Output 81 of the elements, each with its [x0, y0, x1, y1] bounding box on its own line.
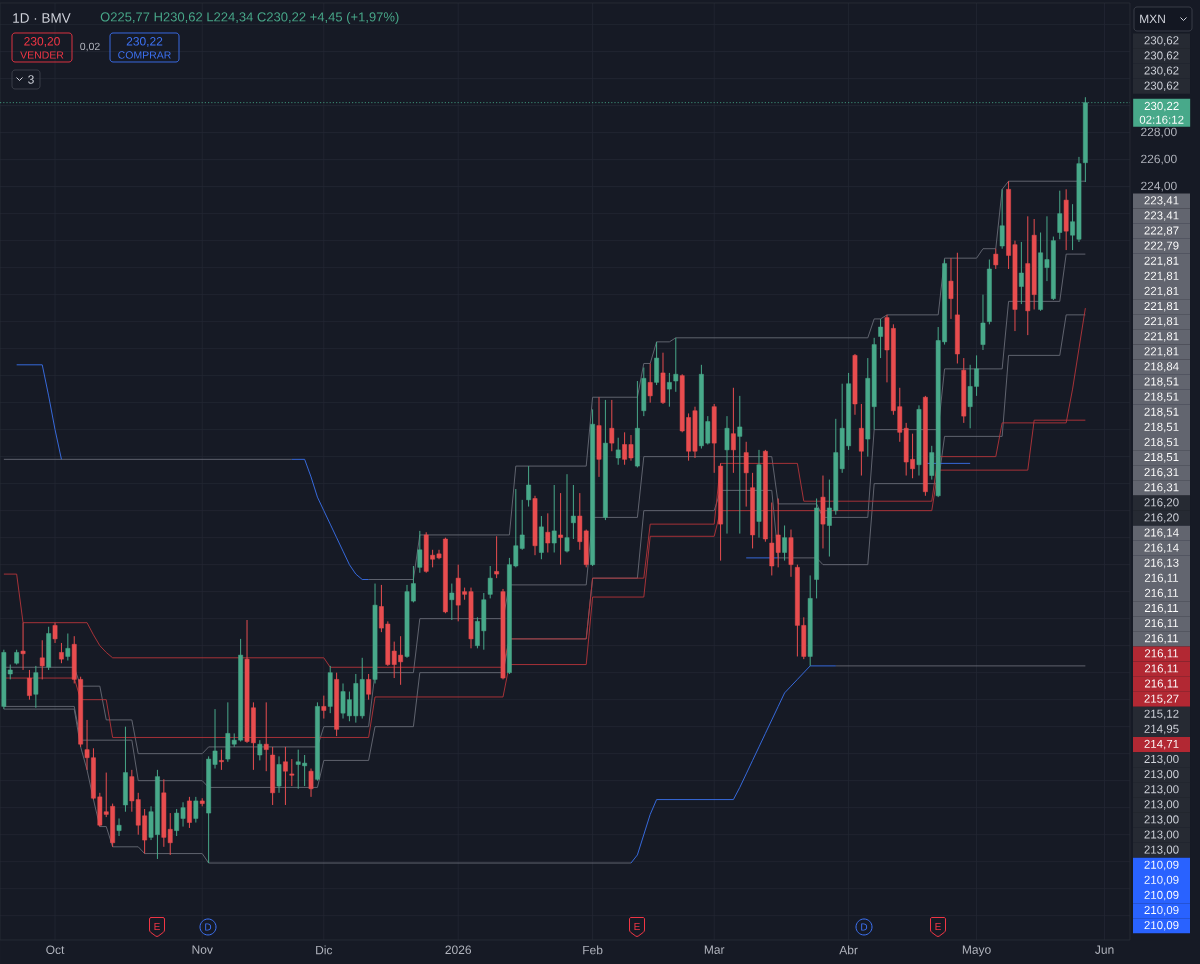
text: 216,11: [1144, 603, 1179, 614]
text: 216,14: [1144, 543, 1179, 554]
annotation: 3: [28, 75, 34, 84]
text: 216,14: [1144, 528, 1179, 538]
text: MXN: [1140, 14, 1165, 24]
text: 216,31: [1144, 468, 1179, 478]
x-tick-label: Jun: [1095, 945, 1114, 954]
text: 221,81: [1144, 332, 1179, 342]
annotation: 0,02: [80, 42, 100, 52]
text: O225,77 H230,62 L224,34 C230,22 +4,45 (+1,97%): [100, 11, 399, 25]
text: 223,41: [1144, 211, 1179, 221]
x-tick-label: Mar: [704, 945, 725, 954]
text: 215,27: [1144, 694, 1179, 705]
text: 1D · BMV: [13, 13, 71, 23]
text: 221,81: [1144, 347, 1179, 357]
annotation: 230,20: [24, 37, 60, 47]
x-tick-label: Oct: [46, 945, 65, 955]
text: 218,51: [1144, 377, 1179, 387]
text: 218,51: [1144, 422, 1179, 433]
text: 218,51: [1144, 392, 1179, 403]
text: 221,81: [1144, 256, 1179, 267]
text: 210,09: [1144, 860, 1179, 871]
y-tick-label: 226,00: [1141, 154, 1177, 165]
ref-line-label: 230,22: [1144, 101, 1179, 112]
x-tick-label: Abr: [839, 945, 858, 955]
y-tick-label: 224,00: [1141, 181, 1177, 192]
text: 216,11: [1144, 588, 1179, 599]
text: 216,11: [1144, 649, 1179, 659]
text: 221,81: [1144, 317, 1179, 327]
x-tick-label: Mayo: [962, 945, 991, 957]
text: 216,11: [1144, 679, 1179, 689]
x-tick-label: Nov: [192, 945, 213, 954]
text: 230,62: [1144, 81, 1179, 92]
text: 214,71: [1144, 739, 1179, 750]
text: 213,00: [1144, 800, 1179, 810]
text: 216,20: [1144, 513, 1179, 523]
text: 222,79: [1144, 241, 1179, 252]
text: 223,41: [1144, 196, 1179, 206]
text: 216,13: [1144, 558, 1179, 569]
text: 213,00: [1144, 845, 1179, 856]
text: 213,00: [1144, 754, 1179, 765]
text: 230,62: [1144, 51, 1179, 61]
annotation: 230,22: [126, 37, 163, 47]
text: 218,51: [1144, 407, 1179, 418]
x-tick-label: 2026: [445, 945, 472, 955]
annotation: D: [205, 923, 212, 931]
text: 210,09: [1144, 905, 1179, 916]
text: 213,00: [1144, 815, 1179, 825]
text: 215,12: [1144, 709, 1179, 720]
text: 214,95: [1144, 724, 1179, 735]
text: 222,87: [1144, 226, 1179, 236]
annotation: E: [154, 923, 160, 930]
text: 210,09: [1144, 921, 1179, 931]
text: 213,00: [1144, 785, 1179, 795]
text: 230,62: [1144, 66, 1179, 76]
y-tick-label: 228,00: [1141, 127, 1177, 138]
text: 216,11: [1144, 634, 1179, 644]
annotation: COMPRAR: [118, 51, 171, 59]
text: 213,00: [1144, 770, 1179, 780]
text: 221,81: [1144, 301, 1179, 312]
annotation: E: [935, 923, 941, 930]
text: 218,84: [1144, 362, 1179, 372]
text: 221,81: [1144, 271, 1179, 282]
x-tick-label: Feb: [583, 945, 603, 955]
annotation: E: [634, 923, 640, 930]
text: 218,51: [1144, 452, 1179, 463]
text: 230,62: [1144, 36, 1179, 46]
text: 216,11: [1144, 573, 1179, 584]
text: 216,11: [1144, 619, 1179, 629]
annotation: D: [861, 923, 868, 931]
text: 02:16:12: [1139, 115, 1184, 124]
text: 210,09: [1144, 890, 1179, 901]
text: 210,09: [1144, 875, 1179, 886]
text: 221,81: [1144, 286, 1179, 297]
annotation: VENDER: [20, 51, 64, 59]
x-tick-label: Dic: [316, 945, 333, 955]
text: 213,00: [1144, 830, 1179, 840]
text: 216,31: [1144, 483, 1179, 493]
text: 218,51: [1144, 437, 1179, 448]
text: 216,20: [1144, 498, 1179, 508]
text: 216,11: [1144, 664, 1179, 674]
